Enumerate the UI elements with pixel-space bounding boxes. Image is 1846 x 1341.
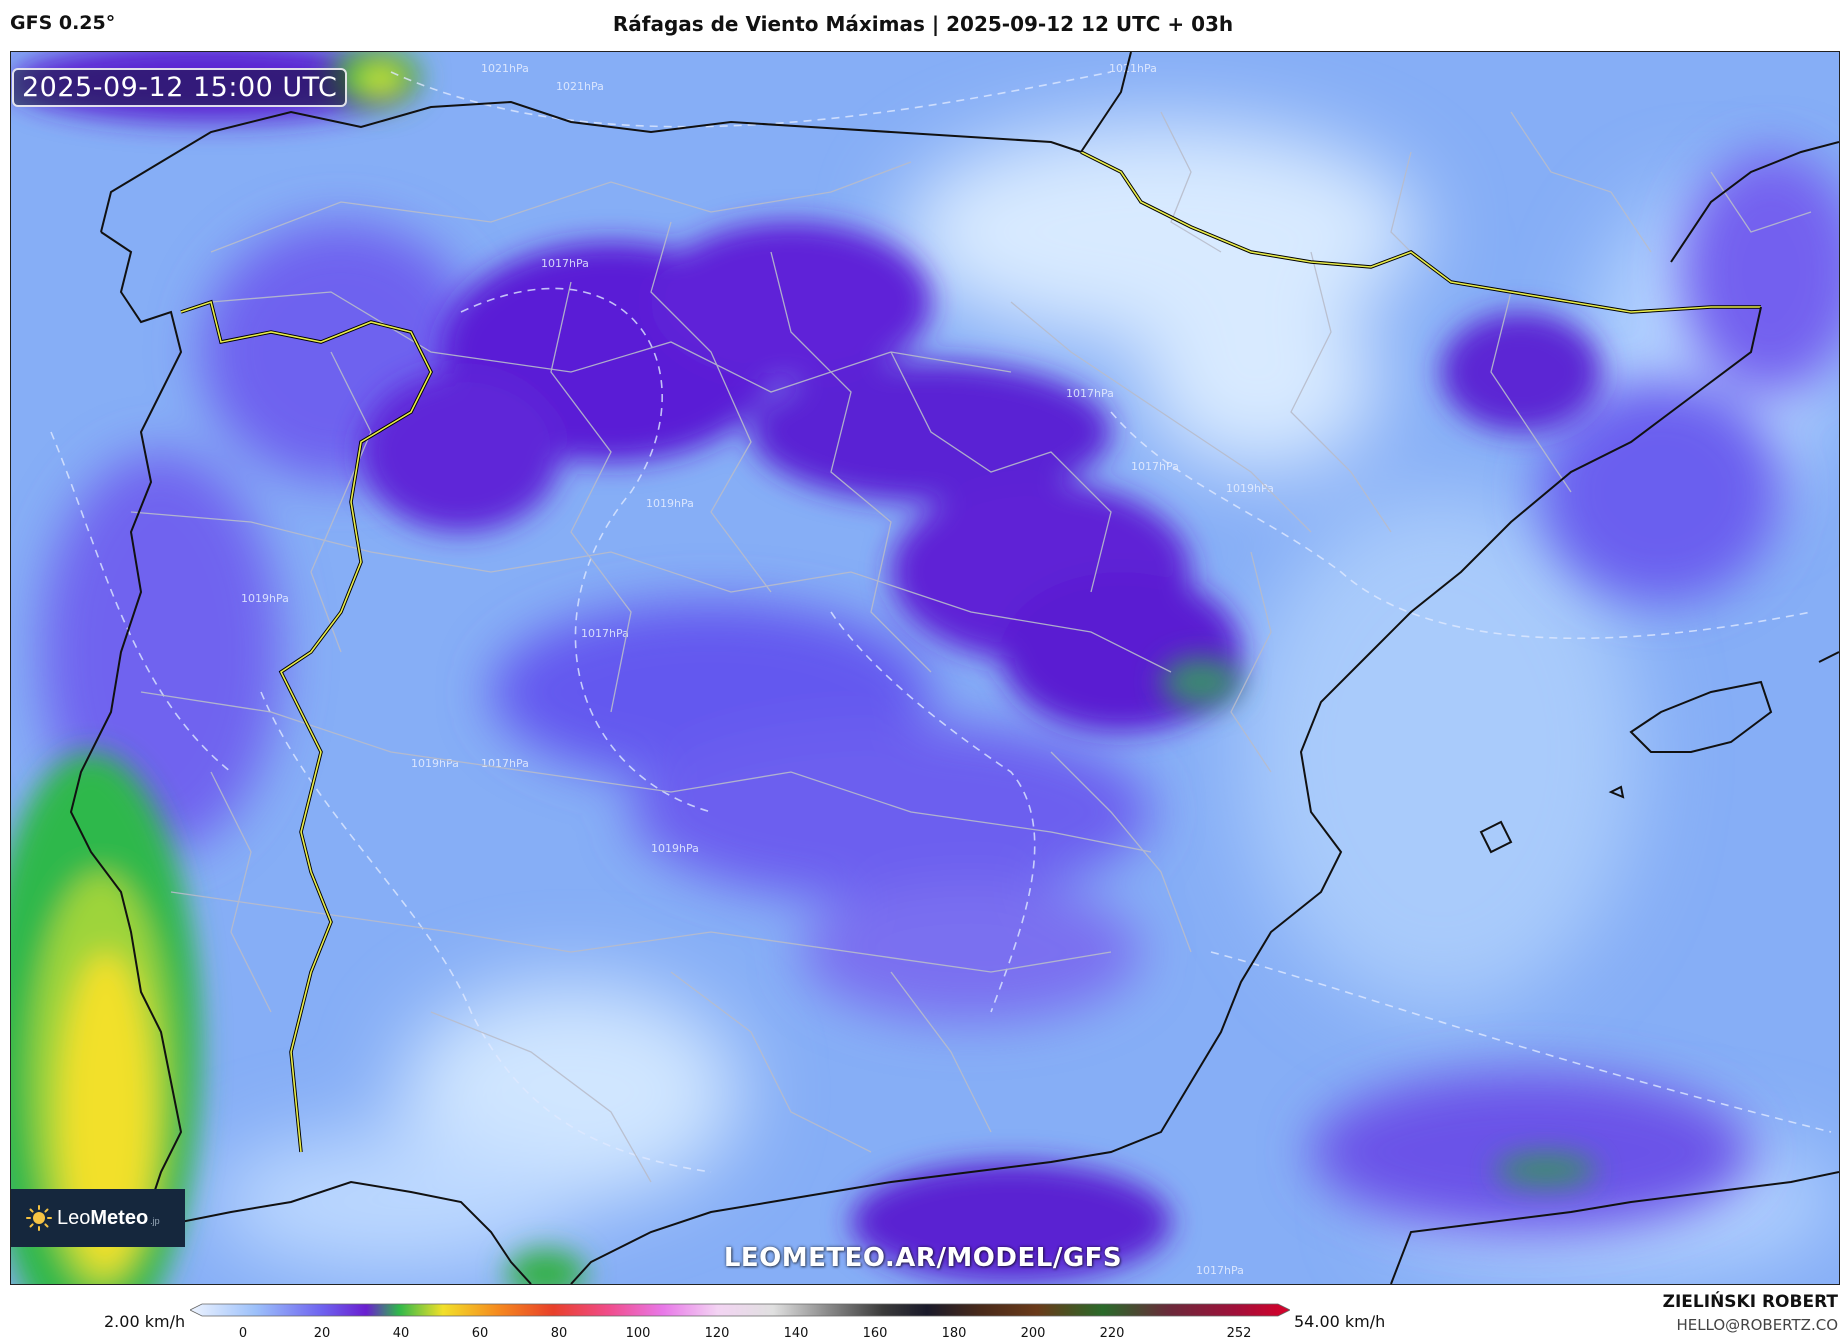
isobar-label: 1017hPa: [1066, 387, 1114, 400]
isobar-label: 1017hPa: [541, 257, 589, 270]
site-watermark: LEOMETEO.AR/MODEL/GFS: [723, 1243, 1123, 1273]
coastline: [69, 52, 1839, 1284]
legend-min-label: 2.00 km/h: [104, 1312, 186, 1331]
isobar-label: 1017hPa: [581, 627, 629, 640]
tick-label: 140: [783, 1326, 809, 1341]
isobar-label: 1019hPa: [651, 842, 699, 855]
isobar-labels: 1021hPa 1021hPa 1021hPa 1017hPa 1017hPa …: [241, 62, 1274, 1277]
tick-label: 180: [941, 1326, 967, 1341]
isobar-label: 1017hPa: [1131, 460, 1179, 473]
legend-max-label: 54.00 km/h: [1294, 1312, 1386, 1331]
tick-label: 20: [313, 1326, 331, 1341]
wind-gust-map: 1021hPa 1021hPa 1021hPa 1017hPa 1017hPa …: [11, 52, 1839, 1284]
isobar-label: 1019hPa: [411, 757, 459, 770]
isobar-label: 1017hPa: [1196, 1264, 1244, 1277]
tick-label: 200: [1020, 1326, 1046, 1341]
wind-field-mid: [41, 152, 1839, 1232]
tick-label: 40: [392, 1326, 410, 1341]
tick-label: 100: [625, 1326, 651, 1341]
timestamp-badge: 2025-09-12 15:00 UTC: [12, 68, 348, 107]
tick-label: 60: [471, 1326, 489, 1341]
author-credit: ZIELIŃSKI ROBERT: [1662, 1292, 1838, 1312]
national-borders: [180, 150, 1761, 1153]
tick-label: 80: [550, 1326, 568, 1341]
tick-label: 220: [1099, 1326, 1125, 1341]
regional-borders: [130, 111, 1812, 1183]
map-title: Ráfagas de Viento Máximas | 2025-09-12 1…: [612, 12, 1234, 36]
isobars: [50, 71, 1832, 1173]
sun-icon: [26, 1205, 52, 1231]
tick-label: 252: [1226, 1326, 1252, 1341]
logo-text: LeoMeteo .jp: [57, 1206, 160, 1229]
model-label: GFS 0.25°: [10, 12, 116, 34]
author-email[interactable]: HELLO@ROBERTZ.CO: [1676, 1316, 1838, 1334]
isobar-label: 1019hPa: [646, 497, 694, 510]
leometeo-logo[interactable]: LeoMeteo .jp: [11, 1189, 185, 1247]
isobar-label: 1021hPa: [556, 80, 604, 93]
isobar-label: 1019hPa: [1226, 482, 1274, 495]
isobar-label: 1021hPa: [481, 62, 529, 75]
map-panel[interactable]: 1021hPa 1021hPa 1021hPa 1017hPa 1017hPa …: [10, 51, 1840, 1285]
isobar-label: 1021hPa: [1109, 62, 1157, 75]
tick-label: 0: [238, 1326, 248, 1341]
tick-label: 160: [862, 1326, 888, 1341]
tick-label: 120: [704, 1326, 730, 1341]
isobar-label: 1019hPa: [241, 592, 289, 605]
wind-colorbar: [190, 1303, 1290, 1317]
